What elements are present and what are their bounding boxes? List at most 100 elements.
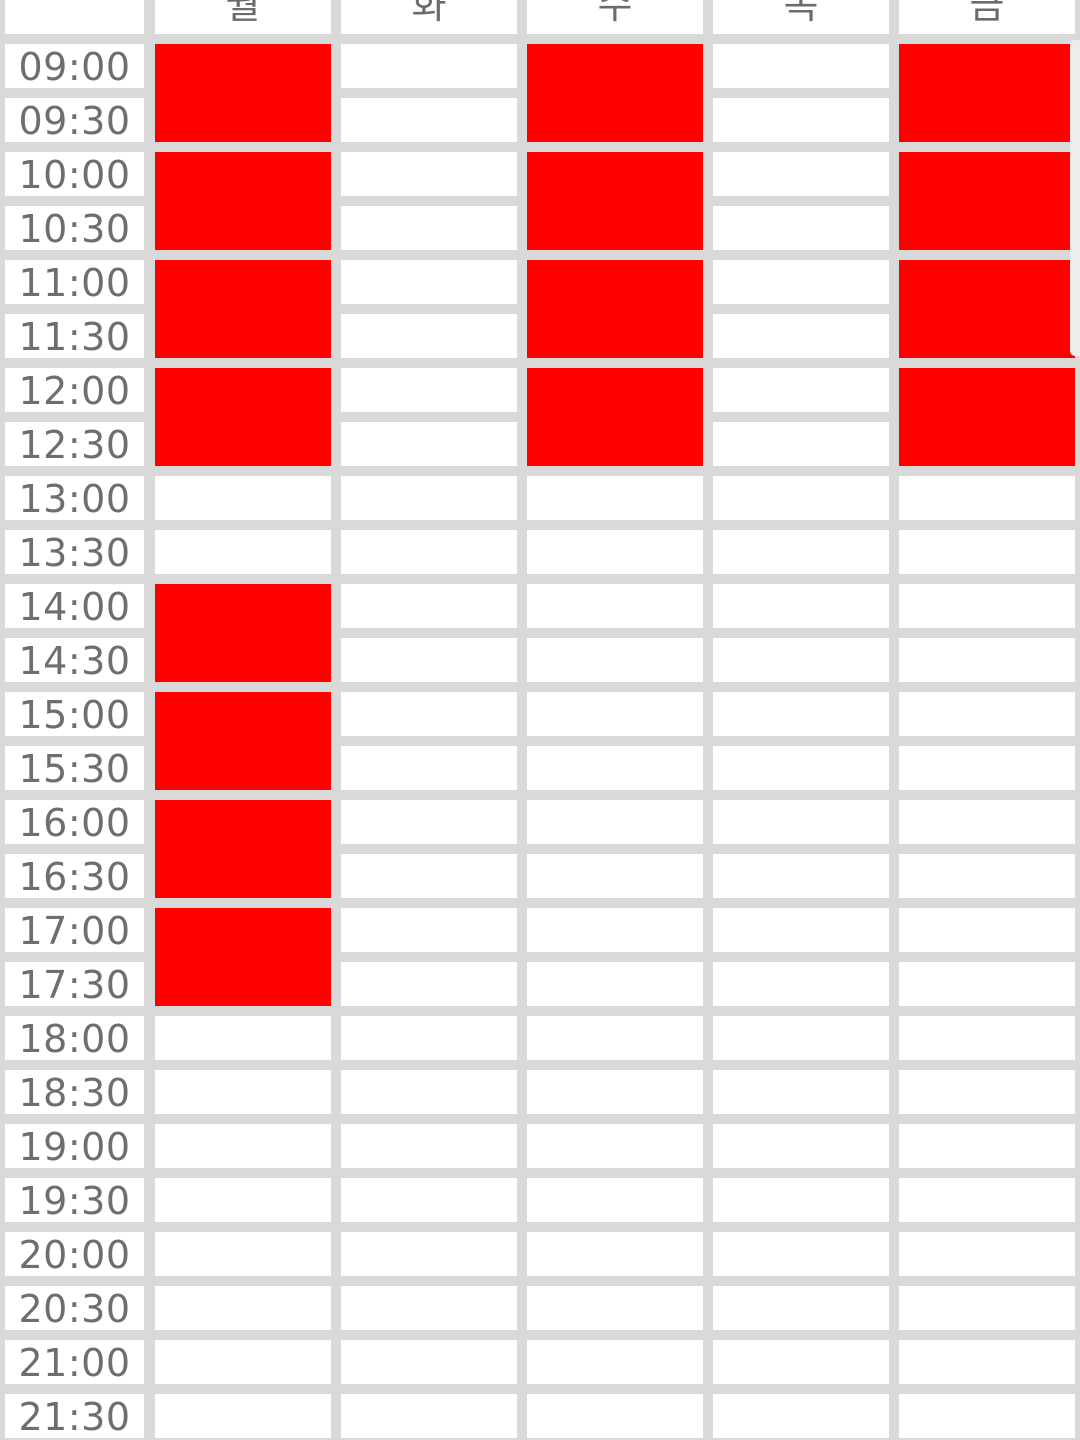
- timetable-cell[interactable]: [713, 1070, 889, 1114]
- timetable-cell[interactable]: [527, 1178, 703, 1222]
- timetable-cell[interactable]: [713, 152, 889, 196]
- timetable-cell[interactable]: [713, 314, 889, 358]
- timetable-cell[interactable]: [341, 854, 517, 898]
- class-block[interactable]: [155, 260, 331, 358]
- timetable-cell[interactable]: [713, 206, 889, 250]
- class-block[interactable]: [155, 44, 331, 142]
- timetable-cell[interactable]: [155, 530, 331, 574]
- timetable-cell[interactable]: [155, 476, 331, 520]
- class-block[interactable]: [527, 152, 703, 250]
- timetable-cell[interactable]: [155, 1232, 331, 1276]
- timetable-cell[interactable]: [527, 1070, 703, 1114]
- timetable-cell[interactable]: [341, 908, 517, 952]
- timetable-cell[interactable]: [527, 746, 703, 790]
- timetable-cell[interactable]: [899, 1070, 1075, 1114]
- timetable-cell[interactable]: [527, 1394, 703, 1438]
- timetable-cell[interactable]: [341, 1124, 517, 1168]
- class-block[interactable]: [155, 584, 331, 682]
- timetable-cell[interactable]: [527, 1124, 703, 1168]
- timetable-cell[interactable]: [155, 1178, 331, 1222]
- timetable-cell[interactable]: [341, 422, 517, 466]
- class-block[interactable]: [527, 44, 703, 142]
- timetable-cell[interactable]: [713, 530, 889, 574]
- timetable-cell[interactable]: [341, 98, 517, 142]
- timetable-cell[interactable]: [899, 1286, 1075, 1330]
- timetable-cell[interactable]: [527, 584, 703, 628]
- timetable-cell[interactable]: [899, 854, 1075, 898]
- timetable-cell[interactable]: [713, 908, 889, 952]
- timetable-cell[interactable]: [899, 746, 1075, 790]
- timetable-cell[interactable]: [527, 1286, 703, 1330]
- class-block[interactable]: [527, 260, 703, 358]
- timetable-cell[interactable]: [713, 1394, 889, 1438]
- timetable-cell[interactable]: [341, 152, 517, 196]
- timetable-cell[interactable]: [899, 476, 1075, 520]
- timetable-cell[interactable]: [341, 314, 517, 358]
- timetable-cell[interactable]: [713, 1016, 889, 1060]
- timetable-cell[interactable]: [341, 962, 517, 1006]
- timetable-cell[interactable]: [341, 260, 517, 304]
- timetable-cell[interactable]: [713, 1232, 889, 1276]
- timetable-cell[interactable]: [899, 1394, 1075, 1438]
- class-block[interactable]: [155, 368, 331, 466]
- timetable-cell[interactable]: [341, 476, 517, 520]
- timetable-cell[interactable]: [155, 1340, 331, 1384]
- timetable-cell[interactable]: [713, 1286, 889, 1330]
- class-block[interactable]: [155, 800, 331, 898]
- timetable-cell[interactable]: [527, 854, 703, 898]
- timetable-cell[interactable]: [341, 368, 517, 412]
- timetable-cell[interactable]: [341, 530, 517, 574]
- timetable-cell[interactable]: [341, 746, 517, 790]
- timetable-cell[interactable]: [341, 1016, 517, 1060]
- timetable-cell[interactable]: [899, 1340, 1075, 1384]
- timetable-cell[interactable]: [899, 800, 1075, 844]
- timetable-cell[interactable]: [713, 800, 889, 844]
- timetable-cell[interactable]: [899, 1016, 1075, 1060]
- class-block[interactable]: [899, 44, 1075, 142]
- timetable-cell[interactable]: [341, 1070, 517, 1114]
- timetable-cell[interactable]: [527, 530, 703, 574]
- timetable-cell[interactable]: [341, 1340, 517, 1384]
- timetable-cell[interactable]: [713, 692, 889, 736]
- timetable-cell[interactable]: [713, 44, 889, 88]
- timetable-cell[interactable]: [341, 1394, 517, 1438]
- timetable-cell[interactable]: [341, 638, 517, 682]
- timetable-cell[interactable]: [341, 1232, 517, 1276]
- class-block[interactable]: [155, 692, 331, 790]
- timetable-cell[interactable]: [713, 746, 889, 790]
- timetable-cell[interactable]: [899, 584, 1075, 628]
- timetable-cell[interactable]: [527, 1016, 703, 1060]
- timetable-cell[interactable]: [527, 800, 703, 844]
- timetable-cell[interactable]: [341, 44, 517, 88]
- timetable-cell[interactable]: [713, 98, 889, 142]
- timetable-cell[interactable]: [899, 638, 1075, 682]
- timetable-cell[interactable]: [341, 800, 517, 844]
- timetable-cell[interactable]: [155, 1070, 331, 1114]
- timetable-cell[interactable]: [713, 638, 889, 682]
- timetable-cell[interactable]: [527, 476, 703, 520]
- class-block[interactable]: [899, 260, 1075, 358]
- timetable-cell[interactable]: [713, 422, 889, 466]
- timetable-cell[interactable]: [899, 692, 1075, 736]
- timetable-cell[interactable]: [527, 1340, 703, 1384]
- timetable-cell[interactable]: [899, 962, 1075, 1006]
- timetable-cell[interactable]: [527, 962, 703, 1006]
- class-block[interactable]: [155, 908, 331, 1006]
- timetable-cell[interactable]: [899, 530, 1075, 574]
- timetable-cell[interactable]: [341, 1286, 517, 1330]
- timetable-cell[interactable]: [527, 908, 703, 952]
- timetable-cell[interactable]: [341, 584, 517, 628]
- timetable-cell[interactable]: [713, 854, 889, 898]
- timetable-cell[interactable]: [155, 1394, 331, 1438]
- timetable-cell[interactable]: [527, 638, 703, 682]
- timetable-cell[interactable]: [713, 1178, 889, 1222]
- class-block[interactable]: [155, 152, 331, 250]
- timetable-cell[interactable]: [155, 1286, 331, 1330]
- timetable-cell[interactable]: [155, 1124, 331, 1168]
- timetable-cell[interactable]: [341, 1178, 517, 1222]
- timetable-cell[interactable]: [341, 692, 517, 736]
- timetable-cell[interactable]: [899, 1124, 1075, 1168]
- timetable-cell[interactable]: [713, 476, 889, 520]
- timetable-cell[interactable]: [713, 962, 889, 1006]
- timetable-cell[interactable]: [713, 1340, 889, 1384]
